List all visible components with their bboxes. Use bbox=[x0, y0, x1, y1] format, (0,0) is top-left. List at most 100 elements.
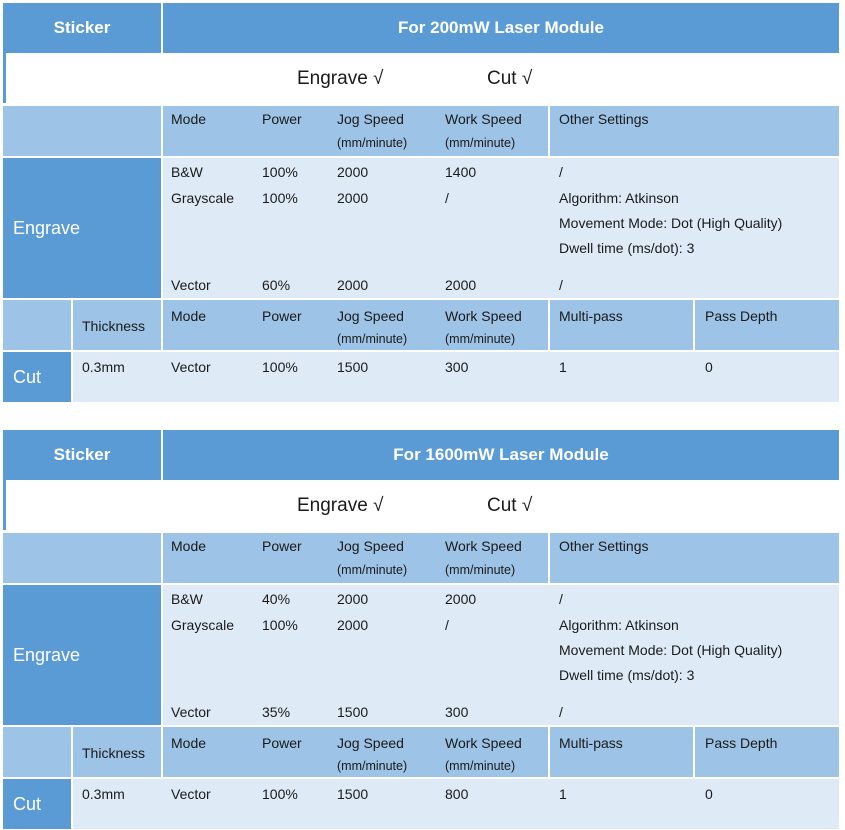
cut-thickness: 0.3mm bbox=[82, 786, 125, 802]
cut-multipass-header: Multi-pass bbox=[559, 308, 623, 324]
cut-power: 100% bbox=[262, 786, 298, 802]
row-vector-work: 2000 bbox=[445, 277, 477, 293]
engrave-work-header: Work Speed bbox=[445, 111, 522, 127]
row-vector-other: / bbox=[559, 704, 563, 720]
engrave-body bbox=[163, 158, 839, 298]
row-grayscale-jog: 2000 bbox=[337, 617, 369, 633]
engrave-jog-header: Jog Speed bbox=[337, 538, 404, 554]
sticker-header: Sticker bbox=[3, 3, 161, 53]
row-bw-jog: 2000 bbox=[337, 164, 369, 180]
row-bw-power: 100% bbox=[262, 164, 298, 180]
row-bw-mode: B&W bbox=[171, 591, 203, 607]
cut-header-row bbox=[3, 300, 839, 350]
module-title: For 1600mW Laser Module bbox=[163, 430, 839, 480]
settings-table-1: Sticker For 1600mW Laser Module Engrave … bbox=[3, 430, 839, 830]
engrave-other-header: Other Settings bbox=[559, 538, 649, 554]
cut-work-unit: (mm/minute) bbox=[445, 332, 516, 346]
row-grayscale-work: / bbox=[445, 617, 449, 633]
left-rule bbox=[3, 480, 6, 530]
row-bw-jog: 2000 bbox=[337, 591, 369, 607]
row-grayscale-power: 100% bbox=[262, 617, 298, 633]
module-title: For 200mW Laser Module bbox=[163, 3, 839, 53]
cut-depth-header: Pass Depth bbox=[705, 735, 778, 751]
engrave-check: Engrave √ bbox=[297, 495, 384, 516]
cut-body bbox=[73, 779, 839, 829]
row-vector-other: / bbox=[559, 277, 563, 293]
cut-depth: 0 bbox=[705, 786, 713, 802]
row-bw-power: 40% bbox=[262, 591, 291, 607]
engrave-header-row bbox=[3, 533, 839, 583]
sticker-header: Sticker bbox=[3, 430, 161, 480]
cut-work: 300 bbox=[445, 359, 469, 375]
cut-mode-header: Mode bbox=[171, 735, 207, 751]
cut-work-header: Work Speed bbox=[445, 308, 522, 324]
cut-row-label: Cut bbox=[3, 352, 71, 402]
engrave-work-unit: (mm/minute) bbox=[445, 563, 516, 577]
engrave-header-row bbox=[3, 106, 839, 156]
row-grayscale-power: 100% bbox=[262, 190, 298, 206]
row-bw-mode: B&W bbox=[171, 164, 203, 180]
row-vector-jog: 2000 bbox=[337, 277, 369, 293]
cut-jog: 1500 bbox=[337, 359, 369, 375]
engrave-power-header: Power bbox=[262, 111, 302, 127]
engrave-work-unit: (mm/minute) bbox=[445, 136, 516, 150]
cut-work: 800 bbox=[445, 786, 469, 802]
cut-jog: 1500 bbox=[337, 786, 369, 802]
cut-check: Cut √ bbox=[487, 495, 533, 516]
engrave-body bbox=[163, 585, 839, 725]
engrave-check: Engrave √ bbox=[297, 68, 384, 89]
engrave-jog-unit: (mm/minute) bbox=[337, 563, 408, 577]
cut-depth-header: Pass Depth bbox=[705, 308, 778, 324]
engrave-row-label: Engrave bbox=[3, 585, 161, 725]
cut-body bbox=[73, 352, 839, 402]
row-grayscale-algorithm: Algorithm: Atkinson bbox=[559, 617, 679, 633]
settings-table-0: Sticker For 200mW Laser Module Engrave √… bbox=[3, 3, 839, 403]
row-grayscale-mode: Grayscale bbox=[171, 190, 235, 206]
cut-thickness-header: Thickness bbox=[82, 318, 146, 334]
row-vector-mode: Vector bbox=[171, 277, 211, 293]
cut-multipass: 1 bbox=[559, 786, 567, 802]
engrave-row-label: Engrave bbox=[3, 158, 161, 298]
cut-work-header: Work Speed bbox=[445, 735, 522, 751]
row-vector-power: 60% bbox=[262, 277, 291, 293]
cut-multipass-header: Multi-pass bbox=[559, 735, 623, 751]
engrave-jog-header: Jog Speed bbox=[337, 111, 404, 127]
cut-mode-header: Mode bbox=[171, 308, 207, 324]
cut-mode: Vector bbox=[171, 359, 211, 375]
cut-work-unit: (mm/minute) bbox=[445, 759, 516, 773]
cut-jog-unit: (mm/minute) bbox=[337, 759, 408, 773]
cut-jog-header: Jog Speed bbox=[337, 735, 404, 751]
cut-depth: 0 bbox=[705, 359, 713, 375]
cut-thickness: 0.3mm bbox=[82, 359, 125, 375]
row-grayscale-movement: Movement Mode: Dot (High Quality) bbox=[559, 642, 783, 658]
cut-jog-header: Jog Speed bbox=[337, 308, 404, 324]
cut-jog-unit: (mm/minute) bbox=[337, 332, 408, 346]
cut-thickness-header: Thickness bbox=[82, 745, 146, 761]
row-grayscale-dwell: Dwell time (ms/dot): 3 bbox=[559, 667, 695, 683]
row-grayscale-algorithm: Algorithm: Atkinson bbox=[559, 190, 679, 206]
cut-power-header: Power bbox=[262, 308, 302, 324]
row-vector-work: 300 bbox=[445, 704, 469, 720]
engrave-other-header: Other Settings bbox=[559, 111, 649, 127]
engrave-mode-header: Mode bbox=[171, 111, 207, 127]
cut-mode: Vector bbox=[171, 786, 211, 802]
row-bw-other: / bbox=[559, 164, 563, 180]
cut-power: 100% bbox=[262, 359, 298, 375]
row-vector-jog: 1500 bbox=[337, 704, 369, 720]
row-vector-mode: Vector bbox=[171, 704, 211, 720]
engrave-work-header: Work Speed bbox=[445, 538, 522, 554]
row-vector-power: 35% bbox=[262, 704, 291, 720]
cut-row-label: Cut bbox=[3, 779, 71, 829]
row-bw-other: / bbox=[559, 591, 563, 607]
row-grayscale-dwell: Dwell time (ms/dot): 3 bbox=[559, 240, 695, 256]
cut-header-row bbox=[3, 727, 839, 777]
row-grayscale-jog: 2000 bbox=[337, 190, 369, 206]
cut-power-header: Power bbox=[262, 735, 302, 751]
engrave-jog-unit: (mm/minute) bbox=[337, 136, 408, 150]
engrave-mode-header: Mode bbox=[171, 538, 207, 554]
engrave-power-header: Power bbox=[262, 538, 302, 554]
row-grayscale-mode: Grayscale bbox=[171, 617, 235, 633]
row-grayscale-work: / bbox=[445, 190, 449, 206]
row-bw-work: 2000 bbox=[445, 591, 477, 607]
row-grayscale-movement: Movement Mode: Dot (High Quality) bbox=[559, 215, 783, 231]
